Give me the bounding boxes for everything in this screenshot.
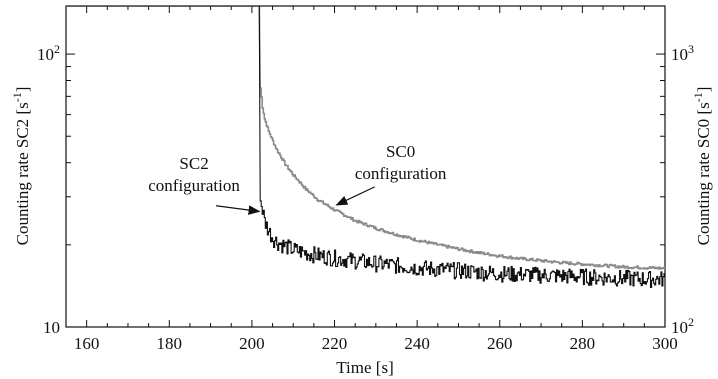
annotation-sc0: SC0 configuration (355, 142, 447, 183)
y-left-tick-label: 102 (37, 42, 60, 64)
series-line-sc0 (66, 6, 665, 270)
y-left-axis-title-sup: -1 (10, 92, 24, 102)
annotation-line: configuration (355, 164, 447, 183)
y-right-tick-label-base: 10 (671, 318, 688, 337)
x-tick-label: 260 (487, 334, 513, 353)
series-line-sc2 (66, 6, 665, 288)
plot-area (65, 5, 666, 328)
annotation-arrow-sc2 (215, 205, 261, 215)
y-right-tick-label-exponent: 2 (688, 315, 694, 329)
annotation-line: configuration (148, 176, 240, 195)
y-right-axis-title: Counting rate SC0 [s-1] (691, 87, 713, 246)
y-left-tick-label-base: 10 (43, 318, 60, 337)
plot-frame (65, 5, 666, 328)
y-right-axis-title-sup: -1 (691, 92, 705, 102)
x-axis-ticks: 160 180 200 220 240 260 280 300 (65, 6, 678, 353)
y-right-axis-title-close: ] (694, 87, 713, 93)
y-right-tick-label: 102 (671, 315, 694, 337)
y-right-tick-label-exponent: 3 (688, 42, 694, 56)
annotation-arrow-sc0 (335, 186, 375, 206)
y-left-tick-label-base: 10 (37, 45, 54, 64)
x-tick-label: 280 (570, 334, 596, 353)
y-left-tick-label-exponent: 2 (54, 42, 60, 56)
series-layer (66, 6, 665, 288)
x-tick-label: 300 (652, 334, 678, 353)
y-right-tick-label-base: 10 (671, 45, 688, 64)
annotation-line: SC0 (386, 142, 415, 161)
annotation-sc2: SC2 configuration (148, 154, 240, 195)
x-tick-label: 160 (74, 334, 100, 353)
annotation-line: SC2 (179, 154, 208, 173)
y-right-tick-label: 103 (671, 42, 694, 64)
y-left-axis-title-main: Counting rate SC2 [s (13, 102, 32, 245)
x-tick-label: 220 (322, 334, 348, 353)
y-left-tick-label: 10 (43, 318, 60, 337)
y-left-axis-title-close: ] (13, 87, 32, 93)
x-tick-label: 240 (404, 334, 430, 353)
x-tick-label: 200 (239, 334, 265, 353)
y-right-axis-title-main: Counting rate SC0 [s (694, 102, 713, 245)
x-axis-title: Time [s] (336, 358, 393, 377)
y-left-axis-title: Counting rate SC2 [s-1] (10, 87, 32, 246)
x-tick-label: 180 (157, 334, 183, 353)
annotation-layer: SC2 configuration SC0 configuration (148, 142, 447, 215)
